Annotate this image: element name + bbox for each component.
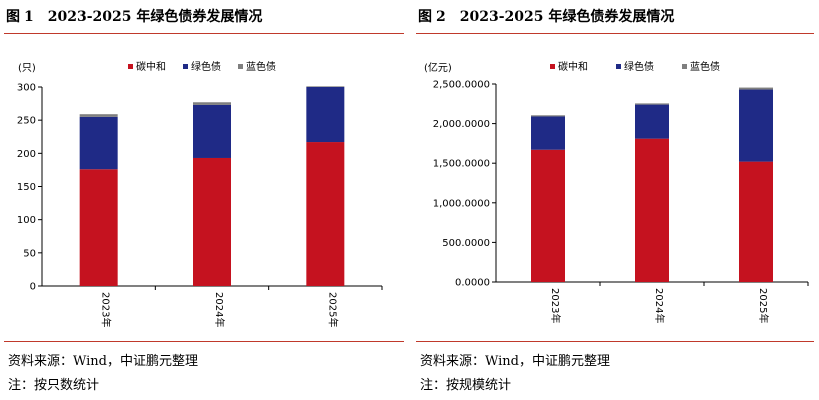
x-tick-label: 2023年 <box>549 288 562 323</box>
figure-title: 图 2 2023-2025 年绿色债券发展情况 <box>418 6 674 26</box>
y-tick-label: 250 <box>17 116 36 127</box>
bar-segment-蓝色债-2024年 <box>193 102 231 105</box>
x-tick-label: 2024年 <box>213 292 226 327</box>
y-tick-label: 300 <box>17 83 36 94</box>
legend-swatch <box>128 64 133 69</box>
y-axis-unit-label: (亿元) <box>424 61 452 74</box>
figure-label: 图 <box>6 9 20 25</box>
y-tick-label: 1,500.0000 <box>433 159 490 170</box>
bar-segment-绿色债-2023年 <box>79 116 118 170</box>
footnote: 注：按规模统计 <box>420 378 512 393</box>
legend-label: 蓝色债 <box>690 60 720 73</box>
figure-panel-1: 图 1 2023-2025 年绿色债券发展情况 (只) 0 50 100 150 200 250… <box>4 0 404 400</box>
figure-label: 图 <box>418 9 432 25</box>
y-tick-label: 1,000.0000 <box>433 198 490 209</box>
legend-label: 碳中和 <box>136 60 166 73</box>
bar-segment-绿色债-2024年 <box>193 104 231 158</box>
title-rule <box>416 33 814 34</box>
y-tick-label: 150 <box>17 182 36 193</box>
y-tick-label: 0.0000 <box>455 278 490 289</box>
bar-segment-绿色债-2024年 <box>635 104 669 139</box>
bar-segment-碳中和-2023年 <box>531 149 565 282</box>
y-tick-label: 50 <box>23 248 36 259</box>
bar-segment-绿色债-2025年 <box>306 87 345 143</box>
legend-label: 蓝色债 <box>246 60 276 73</box>
bar-segment-碳中和-2024年 <box>635 138 669 282</box>
bar-segment-碳中和-2025年 <box>306 142 345 286</box>
source-rule <box>416 341 814 342</box>
x-tick-label: 2025年 <box>326 292 339 327</box>
bar-segment-碳中和-2023年 <box>79 169 118 286</box>
bar-segment-蓝色债-2023年 <box>531 115 565 117</box>
bar-segment-绿色债-2025年 <box>739 89 773 162</box>
bar-segment-碳中和-2025年 <box>739 161 773 282</box>
source-note: 资料来源：Wind，中证鹏元整理 <box>8 354 198 369</box>
legend-swatch <box>550 64 555 69</box>
legend-label: 绿色债 <box>191 60 221 73</box>
x-tick-label: 2023年 <box>100 292 113 327</box>
stacked-bar-chart-amount: (亿元) 0.0000 500.0000 1,000.0000 1,500.0000 2,… <box>424 60 809 323</box>
source-note: 资料来源：Wind，中证鹏元整理 <box>420 354 610 369</box>
bar-segment-蓝色债-2024年 <box>635 103 669 105</box>
source-rule <box>4 341 404 342</box>
bar-segment-绿色债-2023年 <box>531 116 565 150</box>
bar-segment-蓝色债-2025年 <box>306 86 345 87</box>
title-rule <box>4 33 404 34</box>
figure-title: 图 1 2023-2025 年绿色债券发展情况 <box>6 6 262 26</box>
x-tick-label: 2024年 <box>653 288 666 323</box>
y-tick-label: 200 <box>17 149 36 160</box>
y-tick-label: 100 <box>17 215 36 226</box>
y-tick-label: 2,500.0000 <box>433 80 490 91</box>
figure-panel-2: 图 2 2023-2025 年绿色债券发展情况 (亿元) 0.0000 500.0000… <box>416 0 816 400</box>
bar-segment-碳中和-2024年 <box>193 157 231 286</box>
figure-title-text: 2023-2025 年绿色债券发展情况 <box>47 9 263 25</box>
legend-label: 碳中和 <box>558 60 588 73</box>
legend-swatch <box>616 64 621 69</box>
figure-number: 1 <box>24 9 34 25</box>
legend-swatch <box>183 64 188 69</box>
y-tick-label: 0 <box>30 282 36 293</box>
legend-label: 绿色债 <box>624 60 654 73</box>
y-tick-label: 2,000.0000 <box>433 119 490 130</box>
legend-swatch <box>238 64 243 69</box>
footnote: 注：按只数统计 <box>8 378 100 393</box>
stacked-bar-chart-count: (只) 0 50 100 150 200 250 300 2023年 2024年 2025年 碳中和 绿… <box>17 60 383 327</box>
y-axis-unit-label: (只) <box>18 63 36 74</box>
figure-title-text: 2023-2025 年绿色债券发展情况 <box>459 9 675 25</box>
bar-segment-蓝色债-2023年 <box>79 114 118 117</box>
x-tick-label: 2025年 <box>757 288 770 323</box>
y-tick-label: 500.0000 <box>442 238 490 249</box>
bar-segment-蓝色债-2025年 <box>739 87 773 90</box>
figure-number: 2 <box>436 9 446 25</box>
legend-swatch <box>682 64 687 69</box>
